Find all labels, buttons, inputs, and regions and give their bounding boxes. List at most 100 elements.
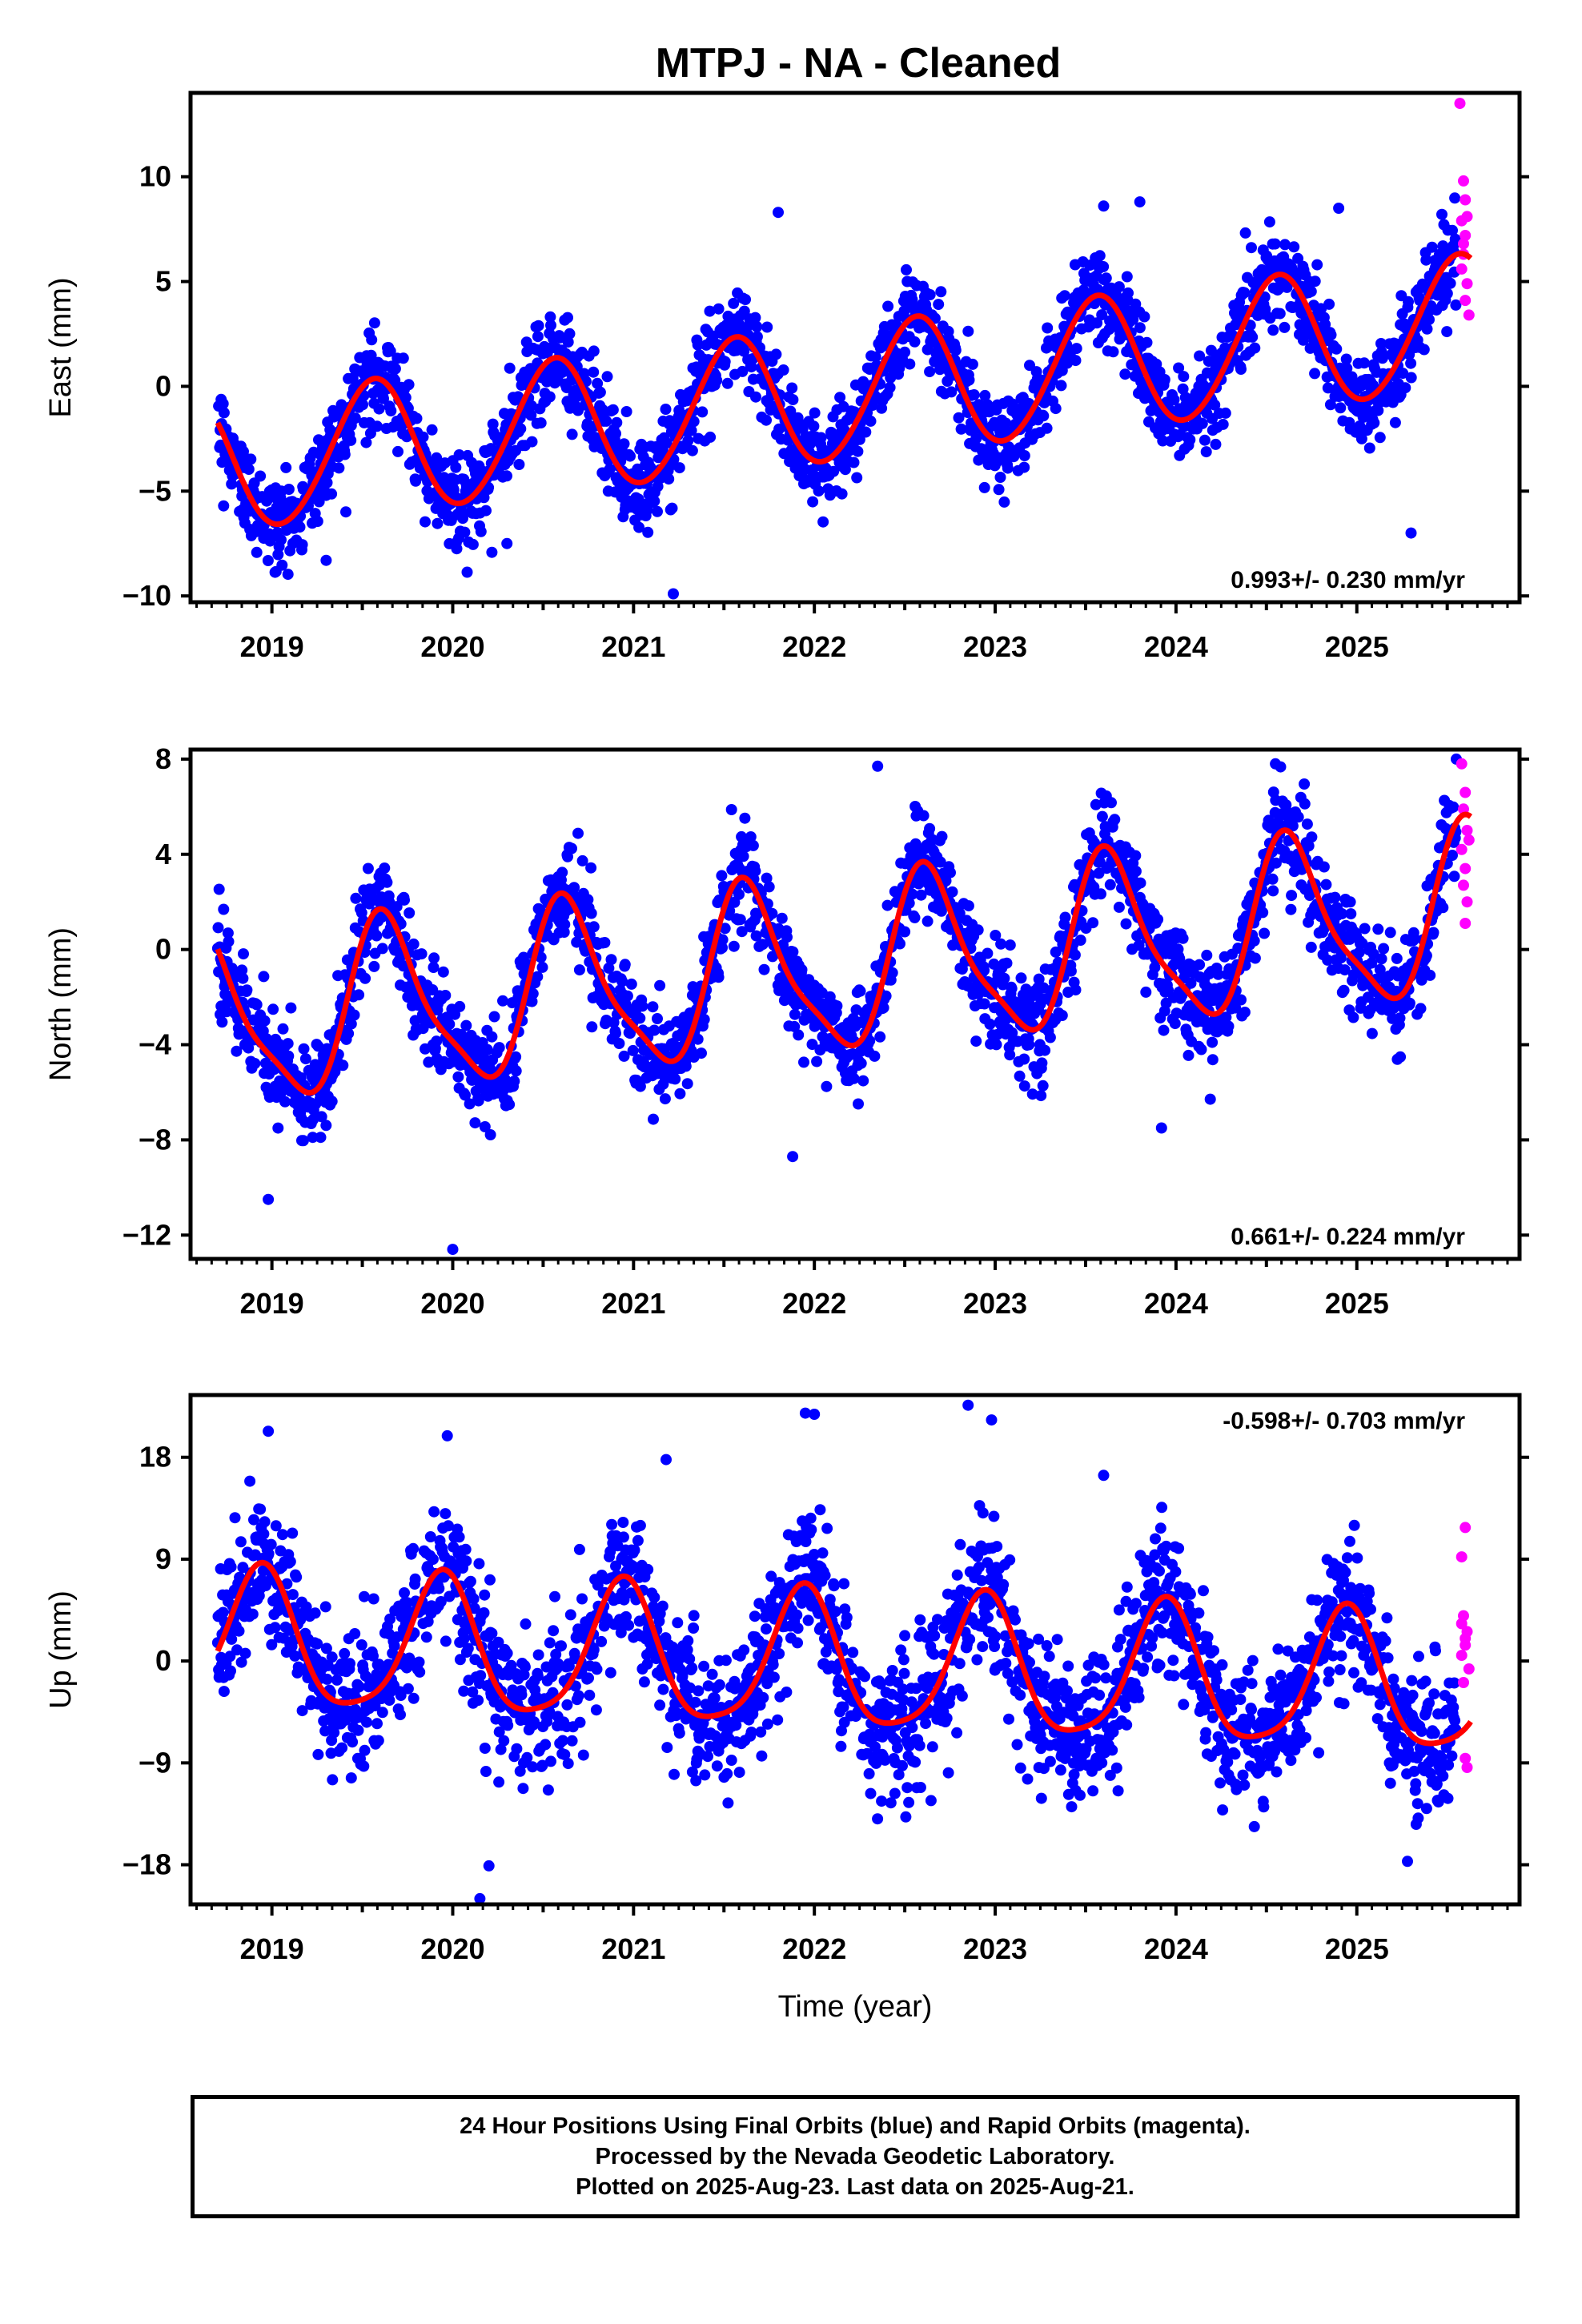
final-orbit-point — [348, 1009, 360, 1021]
final-orbit-point — [1055, 380, 1067, 392]
final-orbit-point — [339, 1647, 351, 1659]
final-orbit-point — [624, 450, 636, 462]
final-orbit-point — [1195, 1043, 1207, 1055]
final-orbit-point — [444, 1019, 456, 1030]
final-orbit-point — [711, 375, 723, 386]
final-orbit-point — [1249, 342, 1261, 354]
final-orbit-point — [400, 392, 412, 404]
final-orbit-point — [315, 1111, 327, 1123]
final-orbit-point — [372, 1735, 384, 1747]
x-tick-label: 2022 — [782, 1287, 846, 1320]
final-orbit-point — [1050, 403, 1062, 415]
final-orbit-point — [1039, 1044, 1051, 1056]
final-orbit-point — [1074, 935, 1086, 946]
final-orbit-point — [737, 365, 749, 377]
final-orbit-point — [218, 1686, 230, 1698]
final-orbit-point — [1329, 891, 1341, 903]
final-orbit-point — [358, 1590, 370, 1602]
final-orbit-point — [320, 554, 332, 566]
final-orbit-point — [243, 1042, 255, 1054]
final-orbit-point — [296, 539, 308, 551]
final-orbit-point — [392, 445, 404, 457]
final-orbit-point — [787, 394, 799, 406]
rapid-orbit-point — [1458, 879, 1469, 891]
final-orbit-point — [488, 1011, 500, 1023]
final-orbit-point — [734, 914, 746, 926]
final-orbit-point — [950, 344, 962, 356]
final-orbit-point — [995, 938, 1007, 950]
final-orbit-point — [353, 989, 365, 1001]
final-orbit-point — [249, 1058, 261, 1069]
final-orbit-point — [882, 300, 894, 312]
final-orbit-point — [409, 1015, 421, 1027]
final-orbit-point — [265, 1538, 277, 1550]
final-orbit-point — [1374, 432, 1386, 444]
final-orbit-point — [750, 930, 762, 942]
final-orbit-point — [345, 1772, 357, 1784]
final-orbit-point — [225, 1665, 236, 1677]
final-orbit-point — [416, 948, 428, 960]
final-orbit-point — [536, 961, 548, 973]
final-orbit-point — [1059, 911, 1071, 923]
final-orbit-point — [464, 1098, 476, 1110]
final-orbit-point — [1267, 885, 1279, 897]
final-orbit-point — [399, 894, 410, 906]
final-orbit-point — [350, 892, 362, 904]
final-orbit-point — [860, 426, 872, 438]
final-orbit-point — [1134, 196, 1146, 208]
final-orbit-point — [1449, 233, 1461, 245]
final-orbit-point — [963, 374, 975, 386]
final-orbit-point — [326, 1651, 338, 1663]
x-tick-label: 2019 — [240, 1287, 304, 1320]
x-tick-label: 2023 — [963, 630, 1027, 663]
final-orbit-point — [454, 1000, 466, 1012]
final-orbit-point — [1249, 952, 1261, 964]
final-orbit-point — [852, 445, 864, 457]
final-orbit-point — [621, 990, 633, 1002]
final-orbit-point — [1096, 810, 1108, 822]
final-orbit-point — [564, 328, 576, 340]
final-orbit-point — [275, 534, 287, 546]
final-orbit-point — [480, 505, 492, 517]
velocity-annotation: 0.661+/- 0.224 mm/yr — [1231, 1224, 1465, 1250]
final-orbit-point — [1015, 972, 1027, 984]
final-orbit-point — [979, 389, 991, 401]
final-orbit-point — [1155, 1122, 1167, 1134]
final-orbit-point — [411, 412, 423, 424]
final-orbit-point — [255, 1503, 267, 1515]
data-points-east — [213, 98, 1475, 600]
chart-title: MTPJ - NA - Cleaned — [656, 40, 1062, 86]
final-orbit-point — [763, 881, 775, 893]
final-orbit-point — [1420, 254, 1432, 266]
final-orbit-point — [233, 1625, 245, 1637]
y-tick-label: −12 — [122, 1218, 171, 1251]
final-orbit-point — [1359, 923, 1371, 935]
final-orbit-point — [673, 462, 685, 474]
final-orbit-point — [544, 391, 556, 403]
final-orbit-point — [696, 1047, 707, 1059]
final-orbit-point — [633, 521, 645, 533]
final-orbit-point — [272, 1122, 284, 1134]
final-orbit-point — [674, 1088, 686, 1100]
final-orbit-point — [1122, 287, 1134, 299]
rapid-orbit-point — [1460, 230, 1472, 241]
final-orbit-point — [1257, 907, 1269, 919]
final-orbit-point — [869, 351, 881, 363]
final-orbit-point — [634, 1012, 646, 1024]
final-orbit-point — [397, 352, 409, 364]
final-orbit-point — [1107, 346, 1119, 358]
final-orbit-point — [573, 964, 585, 976]
final-orbit-point — [1389, 416, 1401, 428]
final-orbit-point — [1098, 261, 1110, 272]
final-orbit-point — [1201, 949, 1213, 961]
final-orbit-point — [432, 517, 444, 529]
final-orbit-point — [585, 907, 597, 919]
final-orbit-point — [880, 990, 892, 1002]
final-orbit-point — [384, 345, 396, 357]
final-orbit-point — [1279, 239, 1291, 251]
final-orbit-point — [1134, 877, 1146, 889]
final-orbit-point — [1199, 434, 1211, 446]
x-tick-label: 2022 — [782, 630, 846, 663]
final-orbit-point — [1394, 1012, 1406, 1024]
final-orbit-point — [1347, 1011, 1359, 1023]
